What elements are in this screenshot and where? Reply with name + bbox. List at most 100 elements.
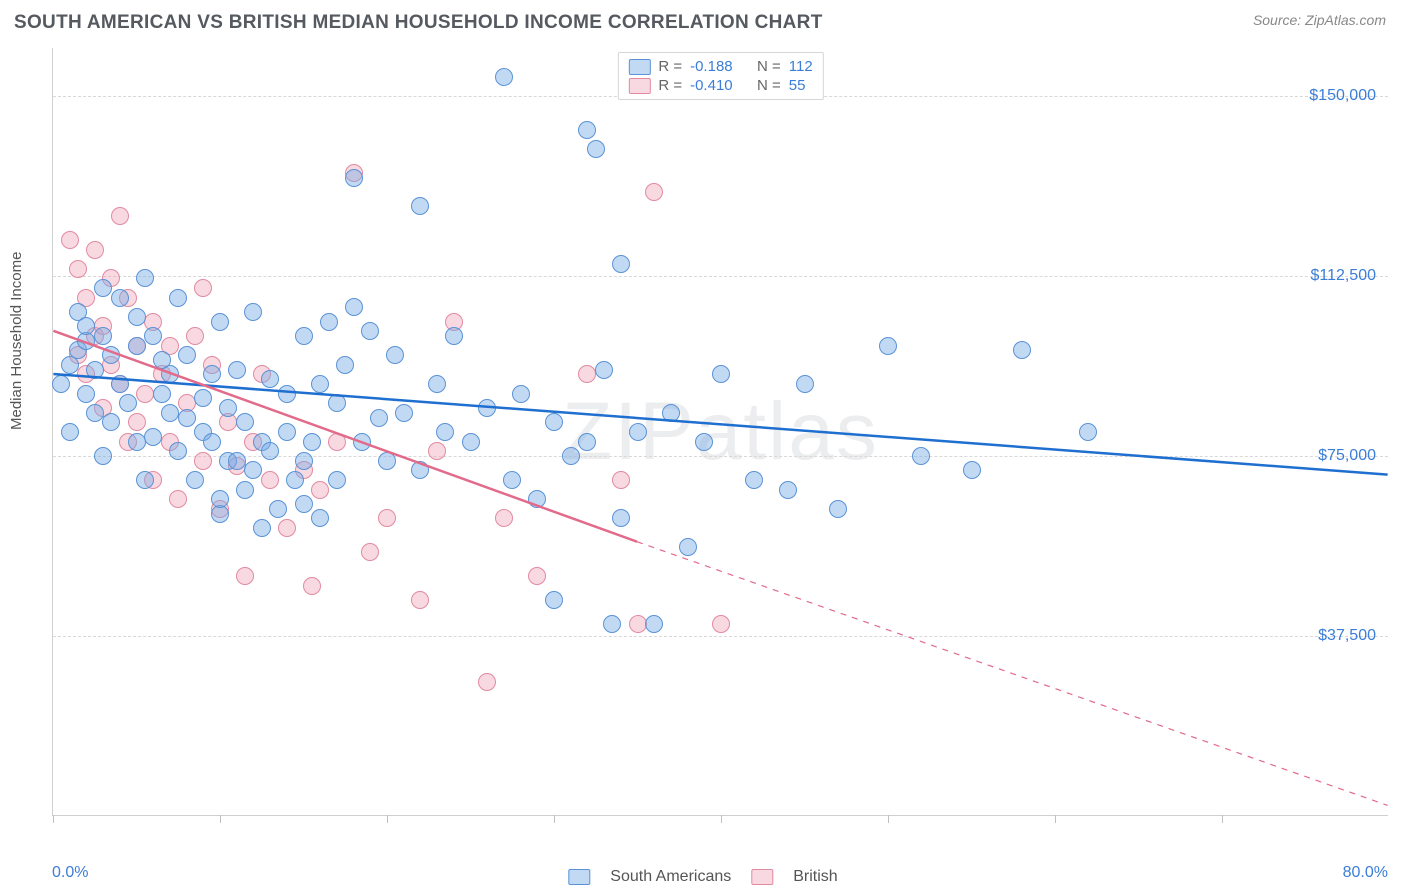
point-british [629, 615, 647, 633]
point-south-americans [578, 121, 596, 139]
point-south-americans [328, 471, 346, 489]
point-south-americans [128, 337, 146, 355]
point-south-americans [320, 313, 338, 331]
point-south-americans [228, 361, 246, 379]
point-south-americans [545, 413, 563, 431]
point-south-americans [1013, 341, 1031, 359]
x-tick-mark [1222, 815, 1223, 823]
correlation-legend: R = -0.188 N = 112 R = -0.410 N = 55 [617, 52, 823, 100]
point-british [411, 591, 429, 609]
point-south-americans [161, 404, 179, 422]
point-south-americans [52, 375, 70, 393]
point-south-americans [278, 423, 296, 441]
y-tick-label: $75,000 [1318, 447, 1376, 465]
trend-lines [53, 48, 1388, 815]
point-south-americans [94, 279, 112, 297]
point-british [478, 673, 496, 691]
point-south-americans [244, 461, 262, 479]
series-label-sa: South Americans [610, 868, 731, 886]
point-south-americans [236, 413, 254, 431]
point-south-americans [336, 356, 354, 374]
source-value: ZipAtlas.com [1305, 12, 1386, 28]
swatch-british [628, 78, 650, 94]
point-south-americans [478, 399, 496, 417]
point-south-americans [428, 375, 446, 393]
point-south-americans [261, 442, 279, 460]
point-south-americans [219, 399, 237, 417]
point-south-americans [128, 308, 146, 326]
point-british [495, 509, 513, 527]
y-tick-label: $37,500 [1318, 627, 1376, 645]
point-south-americans [86, 404, 104, 422]
point-british [428, 442, 446, 460]
point-south-americans [353, 433, 371, 451]
y-tick-label: $112,500 [1310, 267, 1376, 285]
series-label-br: British [793, 868, 837, 886]
legend-row-british: R = -0.410 N = 55 [628, 76, 812, 95]
point-british [311, 481, 329, 499]
point-south-americans [286, 471, 304, 489]
x-tick-mark [888, 815, 889, 823]
point-south-americans [963, 461, 981, 479]
point-south-americans [244, 303, 262, 321]
point-south-americans [194, 389, 212, 407]
point-south-americans [303, 433, 321, 451]
point-south-americans [153, 385, 171, 403]
point-south-americans [211, 313, 229, 331]
point-south-americans [144, 327, 162, 345]
point-south-americans [528, 490, 546, 508]
point-british [169, 490, 187, 508]
point-south-americans [411, 197, 429, 215]
point-british [303, 577, 321, 595]
point-south-americans [253, 519, 271, 537]
point-south-americans [345, 298, 363, 316]
point-south-americans [662, 404, 680, 422]
point-south-americans [128, 433, 146, 451]
y-tick-label: $150,000 [1309, 87, 1376, 105]
gridline-h [53, 276, 1388, 277]
point-south-americans [779, 481, 797, 499]
point-british [528, 567, 546, 585]
point-british [86, 241, 104, 259]
point-south-americans [61, 423, 79, 441]
x-tick-mark [53, 815, 54, 823]
point-south-americans [411, 461, 429, 479]
x-tick-mark [1055, 815, 1056, 823]
point-south-americans [562, 447, 580, 465]
point-south-americans [603, 615, 621, 633]
gridline-h [53, 636, 1388, 637]
point-south-americans [578, 433, 596, 451]
point-south-americans [261, 370, 279, 388]
point-south-americans [545, 591, 563, 609]
point-south-americans [203, 365, 221, 383]
x-tick-mark [387, 815, 388, 823]
swatch-south-americans-bottom [568, 869, 590, 885]
point-south-americans [102, 413, 120, 431]
point-british [186, 327, 204, 345]
point-british [328, 433, 346, 451]
point-south-americans [94, 447, 112, 465]
point-south-americans [745, 471, 763, 489]
point-south-americans [311, 509, 329, 527]
point-south-americans [102, 346, 120, 364]
n-label: N = [757, 58, 781, 75]
point-south-americans [178, 346, 196, 364]
point-south-americans [136, 269, 154, 287]
point-south-americans [495, 68, 513, 86]
point-british [136, 385, 154, 403]
point-south-americans [136, 471, 154, 489]
point-south-americans [645, 615, 663, 633]
point-british [128, 413, 146, 431]
n-value-br: 55 [789, 77, 806, 94]
point-south-americans [178, 409, 196, 427]
point-british [194, 279, 212, 297]
point-british [261, 471, 279, 489]
point-south-americans [912, 447, 930, 465]
point-south-americans [311, 375, 329, 393]
point-south-americans [236, 481, 254, 499]
point-south-americans [1079, 423, 1097, 441]
point-south-americans [436, 423, 454, 441]
swatch-south-americans [628, 59, 650, 75]
point-south-americans [879, 337, 897, 355]
scatter-chart: ZIPatlas R = -0.188 N = 112 R = -0.410 N… [52, 48, 1388, 816]
